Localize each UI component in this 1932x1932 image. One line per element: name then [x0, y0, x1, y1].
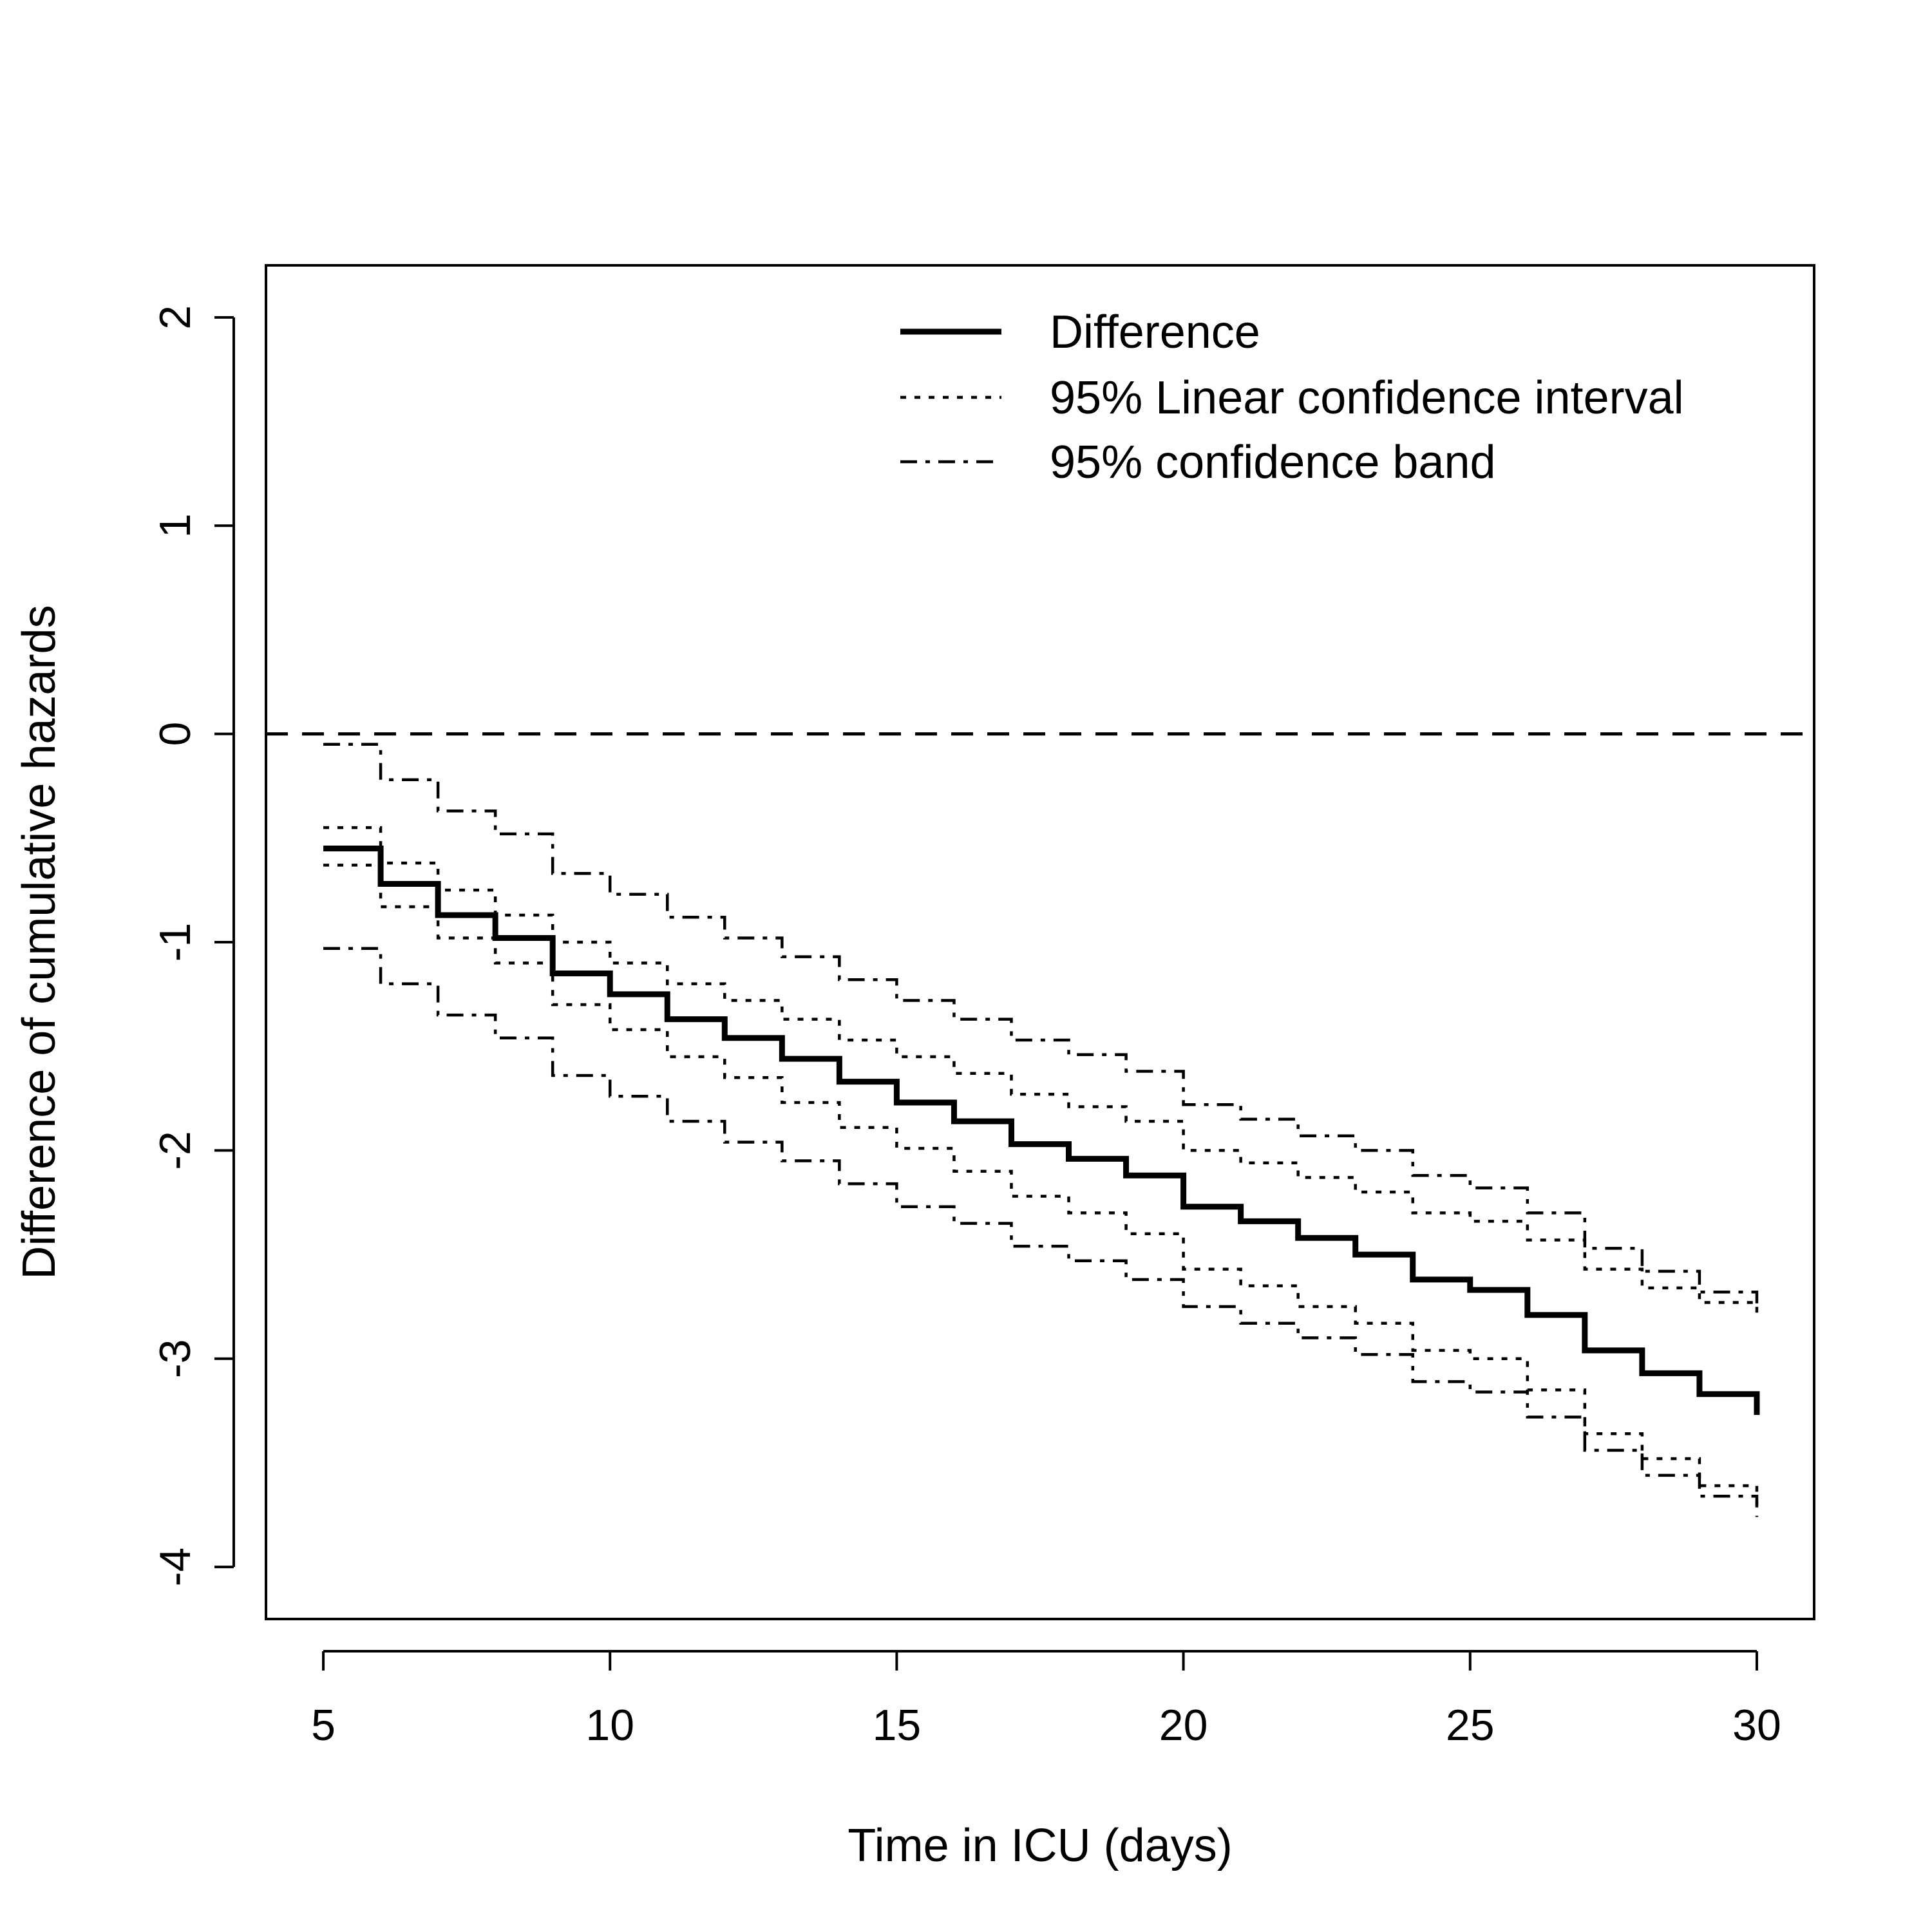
x-tick-label: 5 [311, 1701, 336, 1750]
series-line-95-linear-confidence-interval-lower [323, 864, 1759, 1511]
y-tick-label: -4 [151, 1548, 200, 1586]
plot-frame [265, 264, 1815, 1620]
x-tick-label: 30 [1732, 1701, 1781, 1750]
x-axis: 5 10 15 20 25 30 [311, 1650, 1781, 1750]
legend-label: 95% Linear confidence interval [1050, 372, 1684, 424]
y-tick-label: -2 [151, 1131, 200, 1170]
series-line-95-linear-confidence-interval-upper [323, 826, 1759, 1318]
legend-label: 95% confidence band [1050, 437, 1496, 488]
y-tick-label: 1 [151, 513, 200, 538]
y-tick-label: -3 [151, 1340, 200, 1378]
x-tick-label: 20 [1159, 1701, 1208, 1750]
x-tick-label: 15 [873, 1701, 922, 1750]
legend-label: Difference [1050, 307, 1260, 358]
y-tick-label: 0 [151, 722, 200, 746]
y-tick-label: 2 [151, 305, 200, 330]
y-tick-label: -1 [151, 923, 200, 961]
legend: Difference 95% Linear confidence interval… [900, 307, 1684, 488]
x-axis-title: Time in ICU (days) [848, 1820, 1232, 1871]
y-axis: -4 -3 -2 -1 0 1 2 [151, 305, 235, 1586]
x-tick-label: 25 [1446, 1701, 1495, 1750]
series-layer [323, 743, 1760, 1517]
series-line-95-confidence-band-lower [323, 947, 1759, 1517]
series-line-difference [323, 845, 1760, 1416]
y-axis-title: Difference of cumulative hazards [14, 605, 65, 1279]
series-line-95-confidence-band-upper [323, 743, 1759, 1311]
x-tick-label: 10 [585, 1701, 634, 1750]
